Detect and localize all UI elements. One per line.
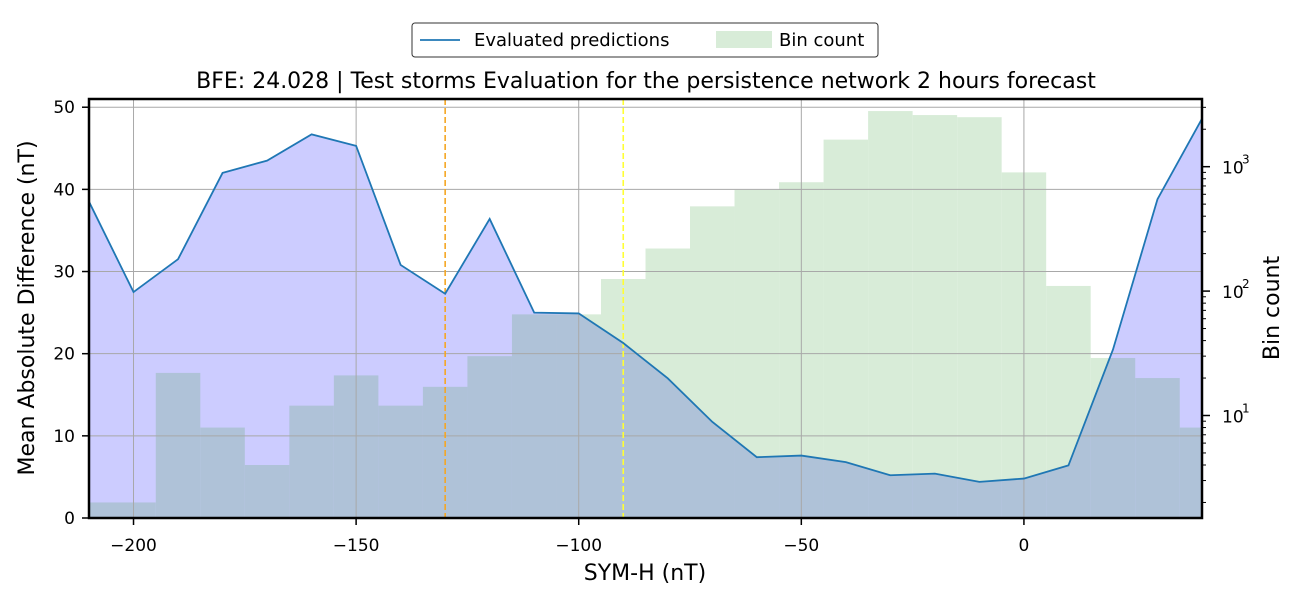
plot-area — [89, 111, 1202, 518]
y2-tick-exponent: 2 — [1242, 277, 1250, 291]
y2-tick-label: 10 — [1222, 159, 1244, 179]
reference-lines — [444, 99, 625, 518]
y-axis-label: Mean Absolute Difference (nT) — [15, 140, 40, 475]
overlap-bar — [378, 405, 423, 518]
bin-count-bar — [823, 139, 869, 518]
y2-tick-label: 10 — [1222, 283, 1244, 303]
prediction-line-path — [89, 118, 1202, 483]
legend-patch-swatch — [716, 31, 772, 48]
y-tick-label: 10 — [53, 427, 75, 447]
bin-count-bar — [957, 117, 1002, 518]
x-axis: −200 −150 −100 −50 0 — [110, 518, 1029, 556]
y-tick-label: 0 — [64, 509, 75, 529]
legend-label-predictions: Evaluated predictions — [474, 30, 669, 51]
plot-frame — [87, 97, 1204, 520]
overlap-bar — [1135, 378, 1180, 518]
y-tick-label: 30 — [53, 263, 75, 283]
legend-label-bin-count: Bin count — [779, 30, 864, 51]
x-tick-label: −100 — [555, 536, 602, 556]
chart-title: BFE: 24.028 | Test storms Evaluation for… — [196, 69, 1096, 94]
overlap-bar — [289, 405, 334, 518]
overlap-bar — [1179, 427, 1202, 518]
bin-count-bar — [912, 115, 958, 518]
overlap-bar — [155, 372, 201, 518]
y2-tick-label: 10 — [1222, 407, 1244, 427]
overlap-bar — [511, 314, 557, 518]
x-tick-label: −150 — [333, 536, 380, 556]
y-tick-label: 20 — [53, 345, 75, 365]
legend: Evaluated predictions Bin count — [411, 22, 879, 58]
y-axis-left: 0 10 20 30 40 50 — [53, 98, 89, 529]
y2-tick-exponent: 3 — [1242, 153, 1250, 167]
x-tick-label: −50 — [783, 536, 819, 556]
y2-tick-exponent: 1 — [1242, 401, 1250, 415]
x-tick-label: 0 — [1019, 536, 1030, 556]
overlap-bar — [244, 465, 290, 518]
overlap-bar — [467, 356, 512, 518]
x-axis-label: SYM-H (nT) — [584, 561, 706, 586]
y2-axis-label: Bin count — [1260, 256, 1285, 361]
y-tick-label: 50 — [53, 98, 75, 118]
y-tick-label: 40 — [53, 180, 75, 200]
overlap-bar — [200, 427, 245, 518]
prediction-line — [89, 118, 1202, 483]
overlap-bar — [89, 502, 156, 518]
x-tick-label: −200 — [110, 536, 157, 556]
bin-count-bar — [868, 111, 913, 518]
